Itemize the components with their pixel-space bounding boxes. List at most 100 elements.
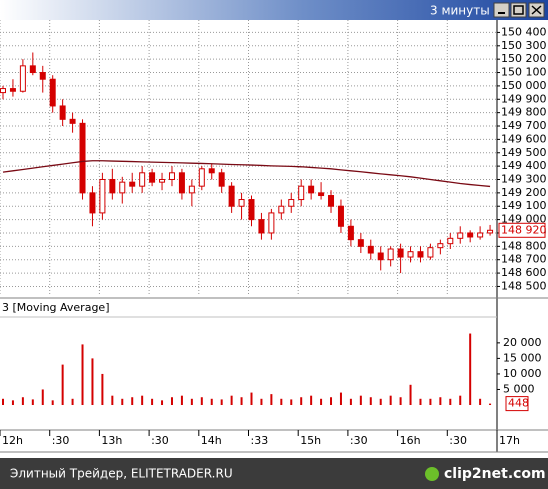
volume-bar <box>310 395 313 405</box>
last-volume-label: 448 <box>508 397 529 410</box>
volume-bar <box>349 398 352 405</box>
y-tick-label: 149 100 <box>501 199 547 212</box>
y-tick-label: 150 000 <box>501 79 547 92</box>
candle-body <box>288 199 295 207</box>
volume-bar <box>280 398 283 405</box>
volume-bar <box>260 398 263 405</box>
candle-body <box>467 232 474 238</box>
title-bar <box>0 0 548 20</box>
x-tick-label: :30 <box>449 434 467 447</box>
volume-bar <box>151 398 154 405</box>
volume-bar <box>399 397 402 405</box>
volume-bar <box>141 395 144 405</box>
candle-body <box>208 168 215 174</box>
x-tick-label: :30 <box>52 434 70 447</box>
candle-body <box>39 72 46 80</box>
footer-logo[interactable]: clip2net.com <box>444 466 546 482</box>
candle-body <box>407 251 414 258</box>
y-tick-label: 149 800 <box>501 106 547 119</box>
volume-bar <box>439 397 442 405</box>
volume-bar <box>369 397 372 405</box>
y-tick-label: 148 700 <box>501 253 547 266</box>
volume-bar <box>41 389 44 405</box>
candle-body <box>79 122 86 194</box>
volume-bar <box>359 395 362 405</box>
volume-bar <box>170 397 173 405</box>
volume-bar <box>230 395 233 405</box>
candle-body <box>248 199 255 221</box>
y-tick-label: 149 600 <box>501 132 547 145</box>
volume-bar <box>161 400 164 405</box>
y-tick-label: 149 200 <box>501 186 547 199</box>
candle-body <box>427 247 434 258</box>
last-price-label: 148 920 <box>501 223 547 236</box>
candle-body <box>99 178 106 214</box>
volume-bar <box>449 398 452 405</box>
y-tick-label: 148 800 <box>501 239 547 252</box>
volume-bar <box>200 397 203 405</box>
volume-bar <box>2 398 4 405</box>
x-tick-label: :33 <box>251 434 269 447</box>
candle-body <box>477 232 484 238</box>
candle-body <box>109 178 116 194</box>
candle-body <box>278 205 285 214</box>
volume-bar <box>61 364 64 405</box>
candle-body <box>228 185 235 207</box>
volume-bar <box>131 397 134 405</box>
volume-bar <box>270 394 273 405</box>
minimize-button[interactable] <box>493 2 510 18</box>
window-buttons[interactable] <box>493 2 545 18</box>
candle-body <box>417 251 424 258</box>
y-tick-label: 150 200 <box>501 52 547 65</box>
candle-body <box>437 243 444 249</box>
x-tick-label: 14h <box>201 434 222 447</box>
volume-bar <box>409 384 412 405</box>
y-tick-label: 149 900 <box>501 92 547 105</box>
volume-bar <box>489 403 492 405</box>
window-title: 3 минуты <box>430 4 490 18</box>
volume-bar <box>81 344 84 405</box>
candle-body <box>119 181 126 194</box>
volume-bar <box>389 395 392 405</box>
candle-body <box>298 185 305 201</box>
candle-body <box>268 212 275 234</box>
last-volume-box <box>505 396 529 412</box>
candle-body <box>19 65 26 92</box>
candle-body <box>318 192 325 197</box>
y-tick-label: 150 400 <box>501 25 547 38</box>
candle-body <box>238 199 245 207</box>
logo-icon <box>425 467 439 481</box>
x-tick-label: 15h <box>300 434 321 447</box>
candle-body <box>139 172 146 187</box>
x-tick-label: :30 <box>350 434 368 447</box>
candle-body <box>178 172 185 194</box>
volume-bar <box>101 373 104 405</box>
footer <box>0 458 548 489</box>
y-tick-label: 5 000 <box>503 382 535 395</box>
volume-bar <box>330 397 333 405</box>
x-tick-label: 16h <box>400 434 421 447</box>
volume-bar <box>339 392 342 405</box>
y-tick-label: 148 500 <box>501 279 547 292</box>
footer-source: Элитный Трейдер, ELITETRADER.RU <box>10 467 233 481</box>
candle-body <box>258 219 265 234</box>
volume-bar <box>300 397 303 405</box>
volume-bar <box>240 397 243 405</box>
volume-bar <box>21 397 24 405</box>
candle-body <box>198 168 205 187</box>
volume-bar <box>11 400 14 405</box>
volume-bar <box>479 398 482 405</box>
chart-area <box>0 20 548 458</box>
icon <box>531 5 542 15</box>
y-tick-label: 149 400 <box>501 159 547 172</box>
x-tick-label: 12h <box>2 434 23 447</box>
y-tick-label: 149 000 <box>501 213 547 226</box>
candle-body <box>357 239 364 247</box>
last-price-box <box>498 222 546 238</box>
volume-bar <box>290 399 293 405</box>
volume-bar <box>180 395 183 405</box>
moving-average-line <box>2 160 491 188</box>
candle-body <box>9 88 16 92</box>
volume-bar <box>51 400 54 405</box>
